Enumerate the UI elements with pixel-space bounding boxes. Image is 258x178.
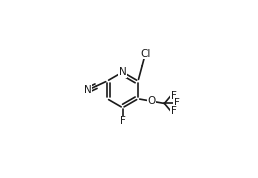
Text: N: N [119, 67, 126, 77]
Text: F: F [171, 91, 176, 101]
Text: O: O [147, 96, 156, 106]
Text: F: F [174, 98, 180, 108]
Text: F: F [120, 116, 126, 126]
Text: N: N [84, 85, 92, 95]
Text: F: F [171, 106, 176, 116]
Text: Cl: Cl [140, 49, 150, 59]
